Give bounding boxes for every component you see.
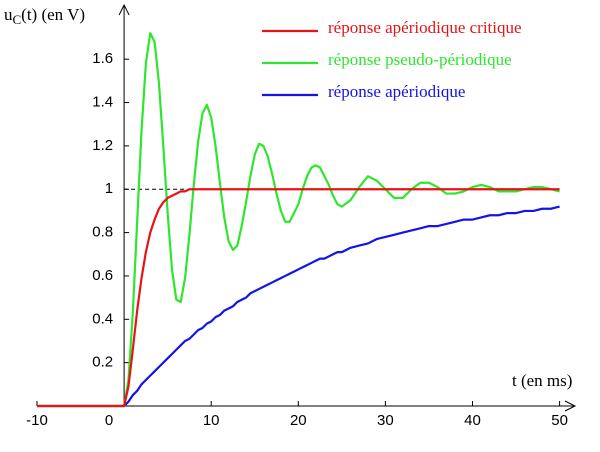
y-tick-label: 1.4 xyxy=(92,94,113,111)
legend-label: réponse apériodique xyxy=(328,82,465,101)
y-label-suffix: (t) (en V) xyxy=(21,5,85,24)
x-tick-label: 40 xyxy=(464,412,481,429)
x-tick-label: 50 xyxy=(551,412,568,429)
y-tick-label: 0.8 xyxy=(92,224,113,241)
x-tick-label: -10 xyxy=(26,412,48,429)
series-line xyxy=(37,32,560,408)
series-line xyxy=(37,205,560,408)
x-tick-label: 10 xyxy=(203,412,220,429)
x-tick-label: 30 xyxy=(377,412,394,429)
x-tick-label: 0 xyxy=(105,412,113,429)
y-tick-label: 1.6 xyxy=(92,50,113,67)
x-tick-label: 20 xyxy=(290,412,307,429)
y-tick-label: 1.2 xyxy=(92,137,113,154)
legend-label: réponse apériodique critique xyxy=(328,18,522,37)
y-tick-label: 1 xyxy=(105,180,113,197)
series-line xyxy=(37,188,560,408)
y-tick-label: 0.2 xyxy=(92,354,113,371)
y-axis-arrow xyxy=(118,3,130,16)
y-label-subscript: C xyxy=(13,12,22,27)
y-tick-label: 0.6 xyxy=(92,267,113,284)
y-tick-label: 0.4 xyxy=(92,310,113,327)
x-axis-arrow xyxy=(564,400,577,412)
x-axis-label: t (en ms) xyxy=(512,371,572,390)
legend-label: réponse pseudo-périodique xyxy=(328,50,512,69)
y-label-base: u xyxy=(4,5,13,24)
y-axis-label: uC(t) (en V) xyxy=(4,5,85,27)
